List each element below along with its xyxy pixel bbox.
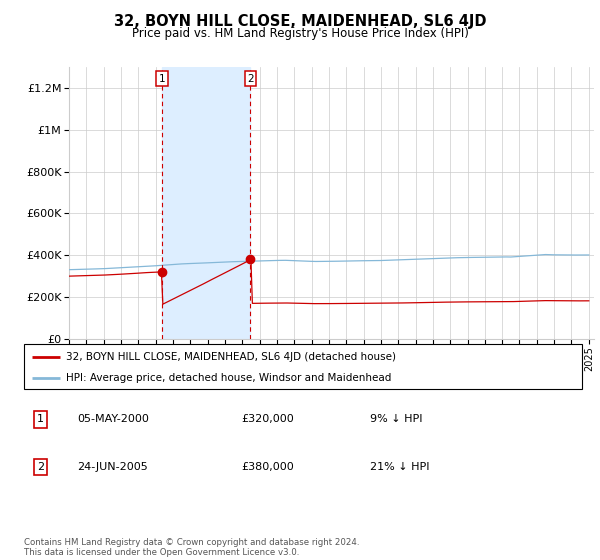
Text: 9% ↓ HPI: 9% ↓ HPI [370, 414, 422, 424]
Text: 1: 1 [37, 414, 44, 424]
Text: 1: 1 [159, 74, 166, 83]
Bar [162, 67, 250, 339]
Text: 05-MAY-2000: 05-MAY-2000 [77, 414, 149, 424]
Text: 24-JUN-2005: 24-JUN-2005 [77, 462, 148, 472]
Text: 32, BOYN HILL CLOSE, MAIDENHEAD, SL6 4JD (detached house): 32, BOYN HILL CLOSE, MAIDENHEAD, SL6 4JD… [66, 352, 396, 362]
Text: £320,000: £320,000 [242, 414, 295, 424]
Text: 2: 2 [247, 74, 254, 83]
Text: Contains HM Land Registry data © Crown copyright and database right 2024.
This d: Contains HM Land Registry data © Crown c… [24, 538, 359, 557]
Text: £380,000: £380,000 [242, 462, 295, 472]
Text: 32, BOYN HILL CLOSE, MAIDENHEAD, SL6 4JD: 32, BOYN HILL CLOSE, MAIDENHEAD, SL6 4JD [114, 14, 486, 29]
Text: 21% ↓ HPI: 21% ↓ HPI [370, 462, 430, 472]
Text: HPI: Average price, detached house, Windsor and Maidenhead: HPI: Average price, detached house, Wind… [66, 373, 391, 383]
Text: 2: 2 [37, 462, 44, 472]
Text: Price paid vs. HM Land Registry's House Price Index (HPI): Price paid vs. HM Land Registry's House … [131, 27, 469, 40]
